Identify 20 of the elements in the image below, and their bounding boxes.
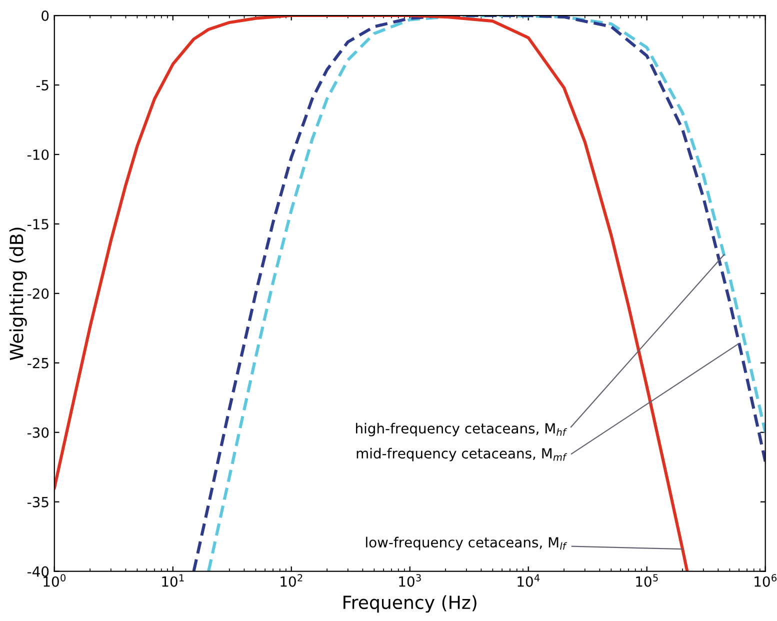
y-tick-label: -10 <box>28 149 49 160</box>
y-tick-label: 0 <box>42 10 49 21</box>
y-tick-label: -5 <box>36 80 48 90</box>
annotation: high-frequency cetaceans, M$_{hf}$ <box>356 422 568 436</box>
annotation: low-frequency cetaceans, M$_{lf}$ <box>366 536 568 550</box>
y-tick-label: -30 <box>28 427 49 438</box>
annotation: mid-frequency cetaceans, M$_{mf}$ <box>356 448 568 462</box>
y-tick-label: -40 <box>28 566 49 577</box>
y-tick-label: -35 <box>28 496 48 508</box>
y-axis-title: Weighting (dB) <box>9 228 27 360</box>
y-tick-label: -15 <box>28 219 48 230</box>
x-tick-label: 10$^{6}$ <box>754 574 776 587</box>
y-tick-label: -25 <box>28 358 48 368</box>
x-tick-label: 10$^{3}$ <box>399 574 421 587</box>
x-axis-title: Frequency (Hz) <box>344 595 476 613</box>
x-tick-label: 10$^{2}$ <box>280 574 302 587</box>
x-tick-label: 10$^{1}$ <box>162 574 184 587</box>
x-tick-label: 10$^{5}$ <box>636 574 658 587</box>
x-tick-label: 10$^{4}$ <box>518 574 540 587</box>
y-tick-label: -20 <box>28 288 49 299</box>
